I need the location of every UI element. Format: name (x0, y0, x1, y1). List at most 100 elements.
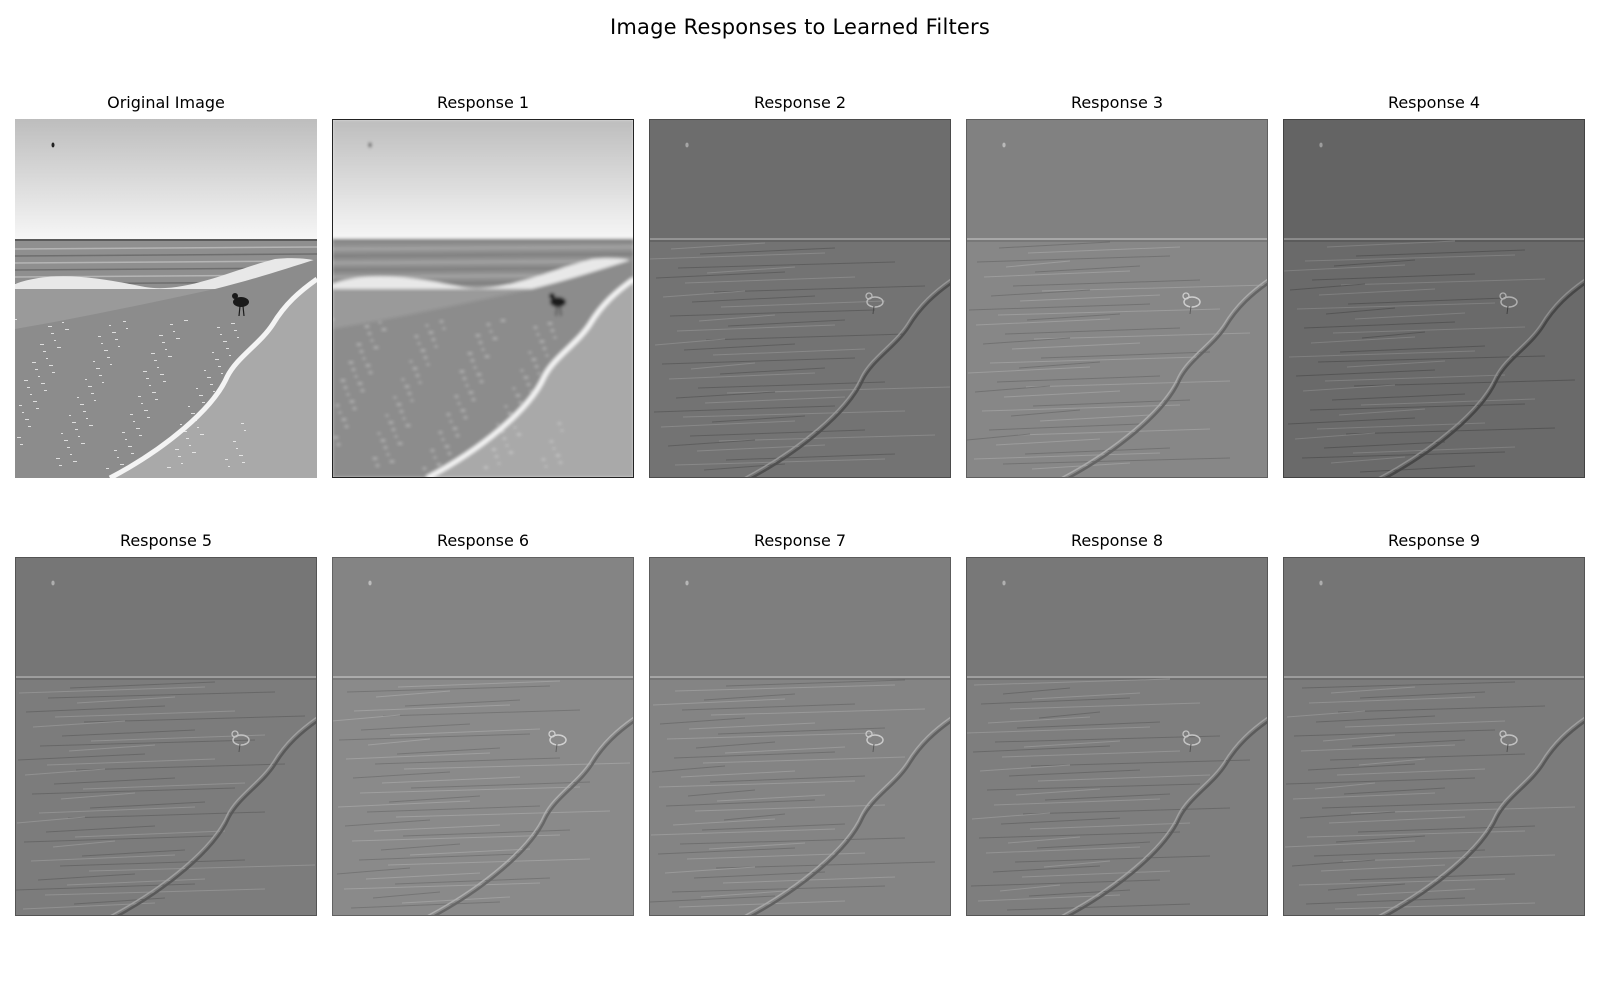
texture-streak (994, 735, 1221, 743)
sparkle (155, 399, 158, 400)
sparkle (32, 362, 36, 363)
texture-streak (38, 806, 196, 814)
distant-bird-edge (1002, 142, 1006, 148)
sparkle (336, 405, 339, 406)
shoreline-edge (431, 719, 634, 916)
sparkle (381, 440, 385, 441)
sparkle (102, 382, 104, 383)
wave-line (15, 246, 317, 250)
texture-streak (1359, 691, 1486, 699)
sand (15, 259, 317, 478)
sparkle (101, 343, 103, 344)
texture-streak (658, 780, 856, 788)
panel-response-3: Response 3 (966, 93, 1268, 478)
texture-streak (1283, 264, 1406, 272)
texture-streak (336, 867, 411, 875)
sparkle (416, 375, 419, 376)
sky (15, 119, 317, 241)
texture-streak (410, 781, 591, 789)
texture-streak (1028, 889, 1131, 897)
texture-streak (1351, 739, 1466, 747)
texture-streak (1002, 457, 1231, 465)
sparkle (107, 357, 110, 358)
panel-title: Response 6 (436, 531, 530, 550)
texture-streak (23, 835, 216, 843)
sparkle (241, 423, 244, 424)
texture-streak (682, 410, 906, 418)
texture-streak (727, 319, 846, 327)
sparkle (128, 446, 132, 447)
texture-streak (667, 439, 756, 447)
panel-response-6: Response 6 (332, 531, 634, 916)
texture-streak (1298, 878, 1506, 886)
sparkle (234, 330, 237, 331)
sky-region (649, 119, 951, 239)
sparkle (217, 327, 220, 328)
sparkle (112, 332, 116, 333)
sparkle (215, 359, 219, 360)
sparkle (43, 351, 46, 352)
sparkle (33, 401, 37, 402)
sparkle (96, 368, 100, 369)
texture-streak (16, 816, 86, 824)
sparkle (369, 372, 372, 373)
response-map (649, 557, 951, 916)
sparkle (545, 466, 547, 467)
texture-streak (1014, 855, 1211, 863)
texture-streak (669, 309, 876, 317)
texture-streak (345, 752, 491, 760)
texture-streak (1043, 860, 1111, 868)
texture-streak (681, 703, 856, 711)
response-map (966, 557, 1268, 916)
sparkle (109, 325, 111, 326)
texture-streak (337, 800, 471, 808)
texture-streak (995, 438, 1101, 446)
image-response-5 (15, 557, 317, 916)
sparkle (19, 405, 22, 406)
seabird-edge (1499, 292, 1518, 315)
wave-line (332, 253, 634, 257)
texture-streak (1310, 336, 1416, 344)
sparkle (117, 457, 119, 458)
sparkle (423, 468, 426, 469)
sparkle (392, 429, 395, 430)
texture-streak (678, 900, 846, 908)
sparkle (365, 326, 369, 327)
sparkle (115, 339, 118, 340)
sparkle (341, 380, 345, 381)
texture-streak (75, 763, 286, 771)
sparkle (189, 445, 191, 446)
sparkle (57, 347, 61, 348)
texture-streak (981, 404, 1181, 412)
sparkle (474, 367, 476, 368)
texture-streak (365, 872, 481, 880)
texture-streak (979, 764, 1071, 772)
shoreline-edge (1382, 281, 1585, 478)
sparkle (485, 356, 489, 357)
texture-streak (1296, 302, 1496, 310)
sparkle (73, 461, 77, 462)
texture-streak (343, 882, 541, 890)
texture-streak (1002, 687, 1071, 695)
texture-streak (668, 372, 816, 380)
texture-streak (1292, 792, 1436, 800)
texture-streak (1037, 774, 1211, 782)
sparkle (505, 406, 507, 407)
sparkle (415, 336, 418, 337)
texture-streak (966, 433, 1031, 441)
sky-region (1283, 557, 1585, 677)
texture-streak (674, 684, 896, 692)
texture-streak (998, 241, 1111, 249)
sparkle (17, 437, 21, 438)
sparkle (360, 351, 363, 352)
sparkle (110, 364, 112, 365)
sparkle (44, 390, 47, 391)
shoreline-edge (743, 716, 951, 916)
sparkle (165, 349, 167, 350)
sparkle (244, 430, 246, 431)
sparkle (448, 453, 451, 454)
sparkle (458, 403, 460, 404)
sparkle (382, 329, 386, 330)
shoreline-edge (1377, 716, 1585, 916)
texture-streak (996, 375, 1161, 383)
